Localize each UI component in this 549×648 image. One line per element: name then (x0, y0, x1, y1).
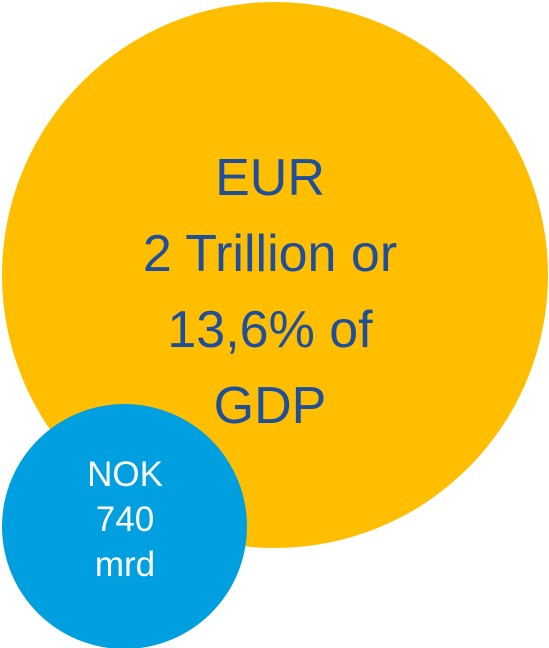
nok-bubble (2, 404, 247, 648)
eur-bubble-line-amount: 2 Trillion or (142, 225, 398, 283)
eur-bubble-line-gdp: GDP (213, 377, 327, 435)
nok-bubble-label: NOK 740 mrd (29, 452, 221, 587)
eur-bubble-label: EUR 2 Trillion or 13,6% of GDP (70, 140, 470, 444)
eur-bubble-line-currency: EUR (215, 149, 325, 207)
nok-bubble-line-unit: mrd (94, 545, 156, 584)
eur-bubble-line-percent: 13,6% of (167, 301, 373, 359)
nok-bubble-line-currency: NOK (87, 455, 163, 494)
nok-bubble-line-amount: 740 (95, 500, 155, 539)
